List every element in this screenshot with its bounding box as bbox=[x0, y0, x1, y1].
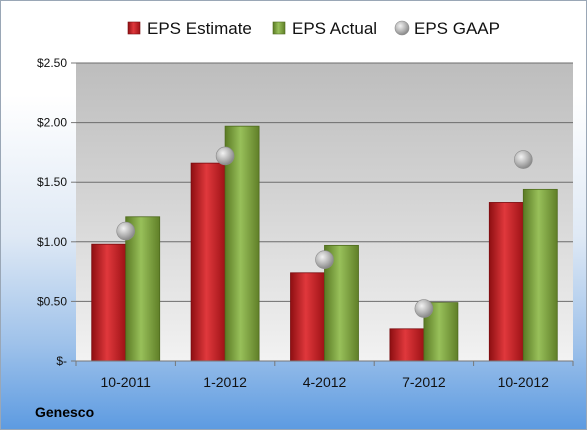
y-tick-label: $0.50 bbox=[37, 294, 67, 308]
company-name: Genesco bbox=[35, 404, 95, 420]
bars bbox=[91, 125, 558, 362]
y-tick-label: $- bbox=[56, 354, 67, 368]
y-tick-label: $2.00 bbox=[37, 116, 67, 130]
x-category-label: 1-2012 bbox=[203, 374, 247, 390]
bar-eps-estimate-10-2012 bbox=[488, 202, 524, 362]
point-eps-gaap-1-2012 bbox=[215, 146, 235, 166]
gaap-points bbox=[116, 146, 533, 318]
x-axis-categories: 10-2011 1-2012 4-2012 7-2012 10-2012 bbox=[75, 361, 574, 390]
bar-eps-actual-10-2011 bbox=[125, 216, 161, 362]
legend-label-eps-estimate: EPS Estimate bbox=[147, 19, 252, 38]
y-tick-label: $1.00 bbox=[37, 235, 67, 249]
bar-eps-estimate-4-2012 bbox=[290, 272, 325, 362]
point-eps-gaap-4-2012 bbox=[315, 250, 334, 269]
y-tick-label: $1.50 bbox=[37, 175, 67, 189]
x-category-label: 7-2012 bbox=[402, 374, 446, 390]
legend-swatch-eps-estimate bbox=[127, 21, 141, 35]
x-category-label: 10-2011 bbox=[101, 374, 152, 390]
bar-eps-estimate-10-2011 bbox=[91, 243, 127, 362]
legend-label-eps-actual: EPS Actual bbox=[292, 19, 377, 38]
point-eps-gaap-10-2012 bbox=[513, 150, 533, 169]
bar-eps-actual-4-2012 bbox=[324, 244, 359, 362]
x-category-label: 4-2012 bbox=[303, 374, 347, 390]
legend-label-eps-gaap: EPS GAAP bbox=[414, 19, 500, 38]
bar-eps-actual-10-2012 bbox=[522, 188, 558, 362]
bar-eps-estimate-7-2012 bbox=[389, 328, 425, 362]
point-eps-gaap-7-2012 bbox=[414, 299, 434, 318]
x-category-label: 10-2012 bbox=[498, 374, 550, 390]
y-tick-label: $2.50 bbox=[37, 56, 67, 70]
legend-swatch-eps-actual bbox=[272, 21, 286, 35]
point-eps-gaap-10-2011 bbox=[116, 221, 135, 241]
legend-swatch-eps-gaap bbox=[394, 20, 410, 36]
bar-eps-estimate-1-2012 bbox=[190, 162, 226, 362]
legend: EPS Estimate EPS Actual EPS GAAP bbox=[127, 19, 500, 38]
y-axis-ticks: $- $0.50 $1.00 $1.50 $2.00 $2.50 bbox=[37, 56, 76, 368]
bar-eps-actual-1-2012 bbox=[224, 125, 260, 362]
